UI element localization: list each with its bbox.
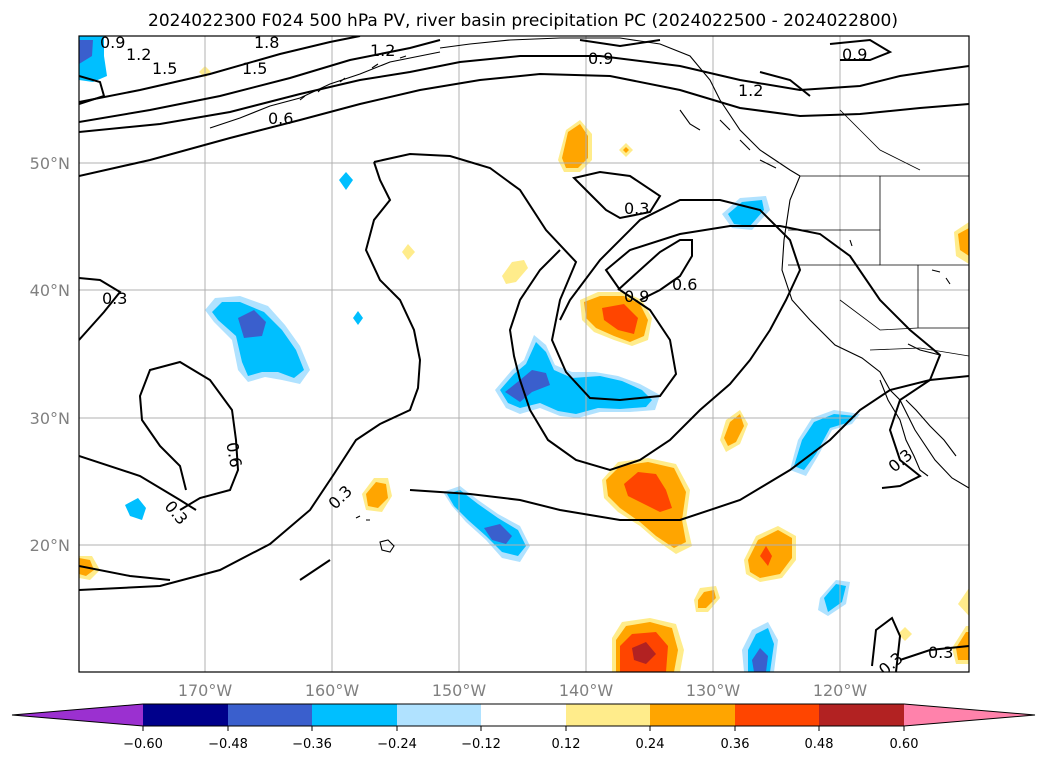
colorbar-arrow-left bbox=[12, 704, 143, 726]
coastlines bbox=[209, 37, 969, 553]
contour-label: 0.6 bbox=[268, 109, 293, 128]
anomaly-blob-positive bbox=[402, 244, 415, 260]
colorbar-segment bbox=[735, 704, 819, 726]
anomaly-blob-negative bbox=[339, 172, 353, 190]
anomaly-blob-positive-core bbox=[632, 642, 656, 664]
anomaly-blob-negative-core bbox=[79, 40, 93, 64]
lat-label: 40°N bbox=[30, 281, 70, 300]
anomaly-blob-positive bbox=[898, 627, 912, 641]
lon-label: 150°W bbox=[432, 681, 487, 700]
anomaly-blob-negative-core bbox=[505, 370, 550, 402]
anomaly-blob-negative-core bbox=[238, 310, 266, 338]
colorbar-segment bbox=[481, 704, 566, 726]
contour-label: 0.3 bbox=[102, 289, 127, 308]
anomaly-blob-positive bbox=[698, 590, 716, 608]
contour-label: 0.3 bbox=[624, 199, 649, 218]
borders bbox=[788, 109, 969, 357]
lat-label: 30°N bbox=[30, 409, 70, 428]
anomaly-blob-positive bbox=[623, 147, 629, 153]
lon-label: 170°W bbox=[178, 681, 233, 700]
anomaly-blob-positive bbox=[366, 482, 388, 508]
anomaly-blob-negative-core bbox=[752, 648, 768, 672]
colorbar-segment bbox=[143, 704, 228, 726]
contour-label: 0.9 bbox=[624, 287, 649, 306]
anomaly-blob-negative bbox=[125, 498, 146, 520]
colorbar-tick-label: −0.36 bbox=[292, 737, 332, 752]
anomaly-blob-positive bbox=[958, 588, 969, 616]
anomaly-blob-negative-core bbox=[484, 524, 512, 544]
contour-labels: 0.9 1.2 1.5 1.8 1.5 1.2 0.6 0.9 1.2 0.9 … bbox=[100, 33, 953, 672]
colorbar-tick-label: 0.48 bbox=[805, 737, 834, 752]
colorbar-tick-label: −0.60 bbox=[123, 737, 163, 752]
colorbar-tick-label: 0.24 bbox=[636, 737, 665, 752]
colorbar-tick-label: −0.48 bbox=[208, 737, 248, 752]
anomaly-blob-positive bbox=[724, 414, 744, 446]
contour-label: 1.2 bbox=[370, 41, 395, 60]
contour-label: 0.9 bbox=[588, 49, 613, 68]
pv-contours bbox=[79, 36, 969, 672]
colorbar-tick-label: −0.12 bbox=[461, 737, 501, 752]
contour-label: 1.2 bbox=[126, 45, 151, 64]
contour-label: 1.8 bbox=[254, 33, 279, 52]
lat-label: 50°N bbox=[30, 154, 70, 173]
plot-background bbox=[79, 36, 969, 672]
contour-label: 0.9 bbox=[100, 33, 125, 52]
anomaly-blob-positive bbox=[958, 228, 969, 256]
colorbar-ticks bbox=[142, 726, 905, 731]
plot-frame bbox=[78, 35, 970, 673]
anomaly-blob-negative bbox=[500, 342, 652, 414]
contour-label: 0.3 bbox=[928, 643, 953, 662]
map-title: 2024022300 F024 500 hPa PV, river basin … bbox=[148, 11, 898, 31]
colorbar-tick-label: −0.24 bbox=[377, 737, 417, 752]
colorbar-segment bbox=[650, 704, 735, 726]
graticule bbox=[79, 36, 969, 672]
colorbar-segment bbox=[397, 704, 481, 726]
anomaly-blob-negative bbox=[212, 302, 304, 378]
colorbar-tick-label: 0.12 bbox=[552, 737, 581, 752]
colorbar-tick-label: 0.36 bbox=[721, 737, 750, 752]
lon-axis: 170°W 160°W 150°W 140°W 130°W 120°W bbox=[178, 681, 868, 700]
anomaly-blob-positive-core bbox=[624, 472, 672, 512]
anomaly-blob-positive bbox=[502, 260, 528, 284]
contour-label: 0.9 bbox=[842, 45, 867, 64]
colorbar-tick-label: 0.60 bbox=[890, 737, 919, 752]
lon-label: 130°W bbox=[686, 681, 741, 700]
map-plot-area: 0.9 1.2 1.5 1.8 1.5 1.2 0.6 0.9 1.2 0.9 … bbox=[78, 33, 970, 673]
colorbar-arrow-right bbox=[904, 704, 1035, 726]
colorbar-segment bbox=[819, 704, 904, 726]
lat-axis: 50°N 40°N 30°N 20°N bbox=[30, 154, 70, 555]
colorbar-segment bbox=[566, 704, 650, 726]
colorbar-segment bbox=[312, 704, 397, 726]
anomaly-blob-positive-core bbox=[760, 546, 772, 566]
colorbar: −0.60 −0.48 −0.36 −0.24 −0.12 0.12 0.24 … bbox=[11, 703, 1036, 752]
contour-label: 0.6 bbox=[222, 441, 245, 469]
lat-label: 20°N bbox=[30, 536, 70, 555]
anomaly-blob-negative bbox=[353, 311, 363, 325]
lon-label: 140°W bbox=[559, 681, 614, 700]
anomaly-blob-positive bbox=[562, 124, 588, 168]
contour-label: 1.5 bbox=[152, 59, 177, 78]
contour-label: 1.5 bbox=[242, 59, 267, 78]
anomaly-blob-negative bbox=[728, 200, 764, 226]
lon-label: 120°W bbox=[813, 681, 868, 700]
colorbar-segment bbox=[228, 704, 312, 726]
contour-label: 1.2 bbox=[738, 81, 763, 100]
lon-label: 160°W bbox=[305, 681, 360, 700]
anomaly-blob-positive-core bbox=[602, 304, 638, 334]
contour-label: 0.6 bbox=[672, 275, 697, 294]
